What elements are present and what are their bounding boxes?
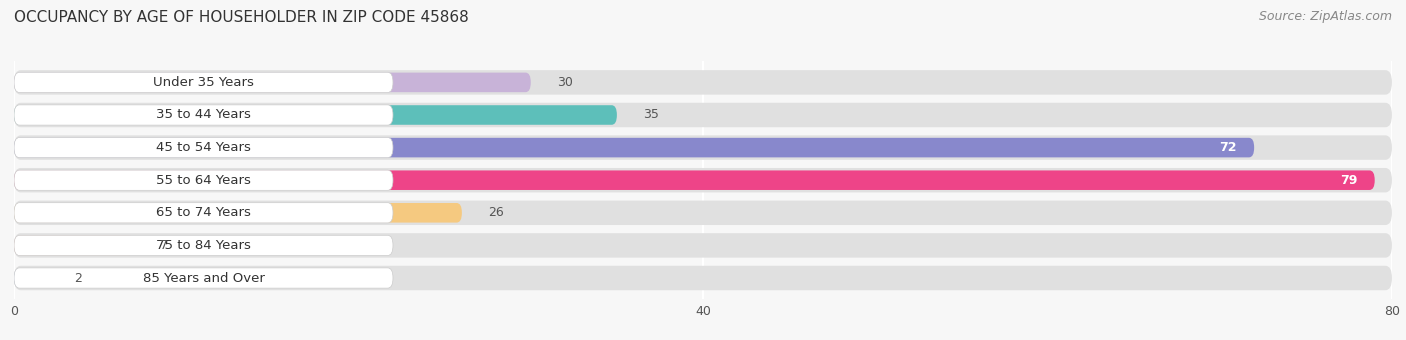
Text: 2: 2 bbox=[75, 272, 82, 285]
FancyBboxPatch shape bbox=[14, 103, 1392, 127]
FancyBboxPatch shape bbox=[14, 168, 1392, 192]
Text: 85 Years and Over: 85 Years and Over bbox=[142, 272, 264, 285]
Text: 55 to 64 Years: 55 to 64 Years bbox=[156, 174, 250, 187]
Text: 79: 79 bbox=[1340, 174, 1358, 187]
Text: 30: 30 bbox=[557, 76, 572, 89]
FancyBboxPatch shape bbox=[14, 170, 394, 190]
Text: 65 to 74 Years: 65 to 74 Years bbox=[156, 206, 250, 219]
FancyBboxPatch shape bbox=[14, 105, 617, 125]
Text: 7: 7 bbox=[160, 239, 169, 252]
FancyBboxPatch shape bbox=[14, 233, 1392, 258]
Text: 26: 26 bbox=[488, 206, 503, 219]
FancyBboxPatch shape bbox=[14, 72, 394, 92]
FancyBboxPatch shape bbox=[14, 268, 48, 288]
Text: 75 to 84 Years: 75 to 84 Years bbox=[156, 239, 250, 252]
FancyBboxPatch shape bbox=[14, 135, 1392, 160]
FancyBboxPatch shape bbox=[14, 137, 394, 158]
Text: Under 35 Years: Under 35 Years bbox=[153, 76, 254, 89]
FancyBboxPatch shape bbox=[14, 170, 1375, 190]
FancyBboxPatch shape bbox=[14, 235, 394, 256]
FancyBboxPatch shape bbox=[14, 73, 531, 92]
Text: 35: 35 bbox=[643, 108, 658, 121]
FancyBboxPatch shape bbox=[14, 70, 1392, 95]
Text: 35 to 44 Years: 35 to 44 Years bbox=[156, 108, 250, 121]
Text: OCCUPANCY BY AGE OF HOUSEHOLDER IN ZIP CODE 45868: OCCUPANCY BY AGE OF HOUSEHOLDER IN ZIP C… bbox=[14, 10, 468, 25]
FancyBboxPatch shape bbox=[14, 203, 463, 223]
FancyBboxPatch shape bbox=[14, 105, 394, 125]
Text: 45 to 54 Years: 45 to 54 Years bbox=[156, 141, 250, 154]
Text: 72: 72 bbox=[1219, 141, 1237, 154]
FancyBboxPatch shape bbox=[14, 266, 1392, 290]
FancyBboxPatch shape bbox=[14, 268, 394, 288]
FancyBboxPatch shape bbox=[14, 203, 394, 223]
FancyBboxPatch shape bbox=[14, 236, 135, 255]
FancyBboxPatch shape bbox=[14, 201, 1392, 225]
FancyBboxPatch shape bbox=[14, 138, 1254, 157]
Text: Source: ZipAtlas.com: Source: ZipAtlas.com bbox=[1258, 10, 1392, 23]
